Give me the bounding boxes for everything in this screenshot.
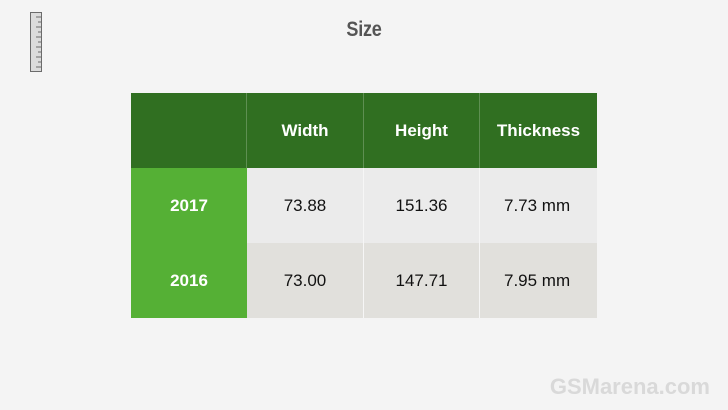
cell-thickness-2017: 7.73 mm [480, 168, 597, 243]
ruler-icon [30, 12, 42, 72]
cell-thickness-2016: 7.95 mm [480, 243, 597, 318]
row-label-2016: 2016 [131, 243, 247, 318]
row-label-2017: 2017 [131, 168, 247, 243]
cell-width-2017: 73.88 [247, 168, 364, 243]
cell-height-2016: 147.71 [364, 243, 480, 318]
size-table: Width Height Thickness 2017 73.88 151.36… [131, 93, 597, 318]
page-title: Size [346, 18, 382, 41]
table-header-height: Height [364, 93, 480, 168]
table-header-thickness: Thickness [480, 93, 597, 168]
watermark-logo: GSMarena.com [549, 374, 710, 399]
table-header-corner [131, 93, 247, 168]
cell-width-2016: 73.00 [247, 243, 364, 318]
table-header-width: Width [247, 93, 364, 168]
cell-height-2017: 151.36 [364, 168, 480, 243]
